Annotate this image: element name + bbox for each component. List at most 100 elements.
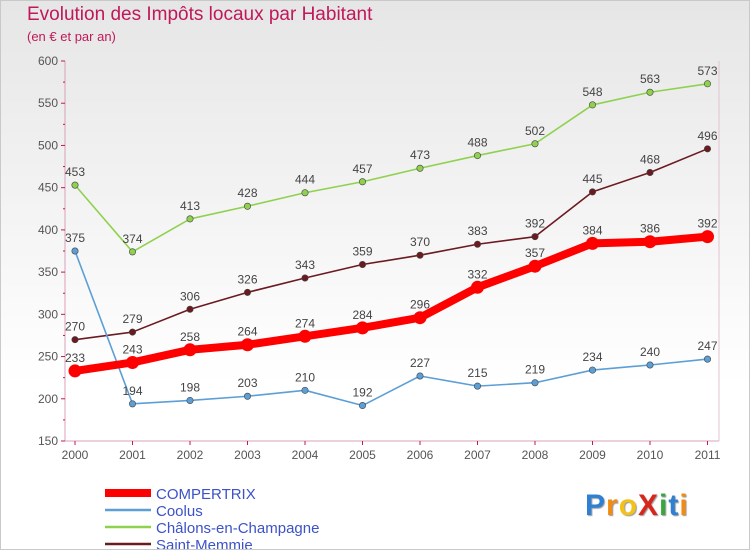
data-label-saint-memmie: 370 [410,235,430,249]
x-tick-label: 2009 [579,448,606,462]
data-point-saint-memmie [358,261,366,269]
data-label-compertrix: 384 [582,223,602,237]
data-point-saint-memmie [129,328,137,336]
data-label-compertrix: 284 [352,308,372,322]
legend-label: Coolus [156,503,203,520]
brand-letter: t [668,489,680,522]
data-label-compertrix: 392 [697,217,717,231]
x-tick-label: 2006 [407,448,434,462]
data-point-coolus [301,386,309,394]
data-point-saint-memmie [703,145,711,153]
data-label-ch-lons-en-champagne: 563 [640,72,660,86]
data-point-saint-memmie [244,288,252,296]
chart-subtitle: (en € et par an) [27,29,116,44]
data-label-saint-memmie: 445 [582,172,602,186]
data-label-ch-lons-en-champagne: 488 [467,136,487,150]
data-label-ch-lons-en-champagne: 453 [65,165,85,179]
data-point-compertrix [413,311,427,325]
data-point-saint-memmie [531,233,539,241]
data-point-compertrix [298,329,312,343]
data-point-coolus [531,379,539,387]
brand-logo: ProXiti [585,489,689,523]
data-point-compertrix [528,259,542,273]
data-point-coolus [473,382,481,390]
brand-letter: P [585,489,607,522]
data-label-saint-memmie: 343 [295,258,315,272]
data-point-ch-lons-en-champagne [531,140,539,148]
series-line-saint-memmie [74,148,709,341]
x-tick-label: 2008 [522,448,549,462]
data-label-ch-lons-en-champagne: 473 [410,148,430,162]
data-point-ch-lons-en-champagne [71,181,79,189]
data-label-coolus: 247 [697,339,717,353]
data-label-compertrix: 386 [640,222,660,236]
data-label-compertrix: 243 [122,342,142,356]
brand-letter: o [618,489,639,522]
data-label-compertrix: 274 [295,316,315,330]
y-tick-label: 400 [38,223,58,237]
data-label-saint-memmie: 383 [467,224,487,238]
data-point-saint-memmie [71,336,79,344]
data-point-compertrix [643,235,657,249]
data-point-ch-lons-en-champagne [186,215,194,223]
data-label-saint-memmie: 392 [525,217,545,231]
data-label-coolus: 219 [525,363,545,377]
data-label-compertrix: 332 [467,267,487,281]
data-label-ch-lons-en-champagne: 413 [180,199,200,213]
data-point-coolus [129,400,137,408]
y-tick-label: 500 [38,138,58,152]
series-line-coolus [74,250,709,407]
x-tick-label: 2003 [234,448,261,462]
data-label-saint-memmie: 359 [352,245,372,259]
x-tick-label: 2001 [119,448,146,462]
data-label-saint-memmie: 326 [237,272,257,286]
data-label-coolus: 194 [122,384,142,398]
data-point-ch-lons-en-champagne [588,101,596,109]
x-tick-label: 2011 [695,448,721,462]
data-label-ch-lons-en-champagne: 457 [352,162,372,176]
chart-title: Evolution des Impôts locaux par Habitant [27,4,373,25]
data-point-coolus [646,361,654,369]
data-label-coolus: 203 [237,376,257,390]
data-label-compertrix: 357 [525,246,545,260]
data-point-coolus [358,402,366,410]
legend-label: Saint-Memmie [156,537,253,549]
brand-letter: r [606,489,619,522]
data-label-ch-lons-en-champagne: 428 [237,186,257,200]
series-line-compertrix [71,232,712,375]
data-point-coolus [703,355,711,363]
data-label-coolus: 234 [582,350,602,364]
data-point-coolus [244,392,252,400]
data-label-saint-memmie: 496 [697,129,717,143]
data-point-compertrix [126,355,139,369]
y-tick-label: 450 [38,181,58,195]
legend-label: Châlons-en-Champagne [156,520,319,537]
data-point-saint-memmie [416,251,424,259]
y-tick-label: 150 [38,434,58,448]
x-tick-label: 2010 [637,448,664,462]
data-label-coolus: 227 [410,356,430,370]
x-tick-label: 2002 [177,448,204,462]
data-point-saint-memmie [646,168,654,176]
data-point-coolus [588,366,596,374]
data-point-ch-lons-en-champagne [416,164,424,172]
brand-letter: i [679,489,689,522]
data-label-coolus: 375 [65,231,85,245]
data-label-compertrix: 233 [65,351,85,365]
data-label-ch-lons-en-champagne: 444 [295,173,315,187]
y-tick-label: 350 [38,265,58,279]
data-point-ch-lons-en-champagne [703,80,711,88]
data-point-compertrix [183,343,197,357]
data-label-coolus: 198 [180,380,200,394]
data-point-ch-lons-en-champagne [301,189,309,197]
data-label-ch-lons-en-champagne: 548 [582,85,602,99]
y-tick-label: 600 [38,54,58,68]
x-tick-label: 2004 [292,448,319,462]
brand-letter: X [638,489,660,522]
data-point-compertrix [586,236,599,250]
data-label-saint-memmie: 306 [180,289,200,303]
data-point-saint-memmie [186,305,194,313]
y-tick-label: 550 [38,96,58,110]
